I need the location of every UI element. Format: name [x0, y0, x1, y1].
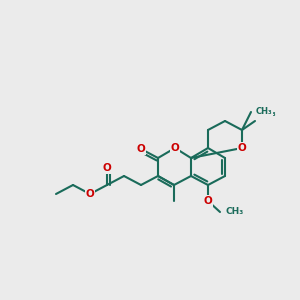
Text: CH₃: CH₃	[226, 208, 244, 217]
Text: CH₃: CH₃	[256, 107, 273, 116]
Text: O: O	[136, 144, 146, 154]
Text: O: O	[85, 189, 94, 199]
Text: CH₃: CH₃	[260, 109, 277, 118]
Text: O: O	[103, 163, 111, 173]
Text: O: O	[171, 143, 179, 153]
Text: O: O	[204, 196, 212, 206]
Text: O: O	[238, 143, 246, 153]
